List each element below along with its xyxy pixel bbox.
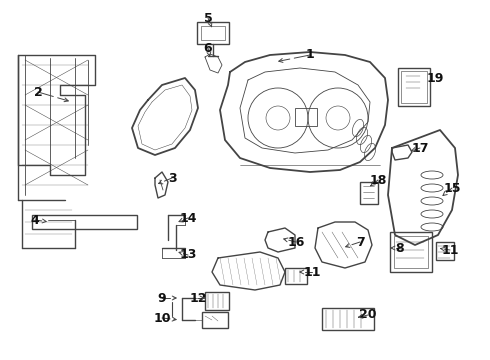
Text: 5: 5	[204, 12, 212, 24]
Bar	[32, 215, 137, 229]
Text: 11: 11	[441, 243, 459, 256]
Bar	[295, 108, 317, 126]
Bar	[202, 312, 228, 328]
Text: 7: 7	[356, 235, 365, 248]
Bar	[394, 236, 428, 268]
Text: 13: 13	[179, 248, 196, 261]
Bar	[436, 242, 454, 260]
Bar	[390, 232, 432, 272]
Text: 10: 10	[153, 311, 171, 324]
Text: 18: 18	[369, 174, 387, 186]
Text: 14: 14	[179, 211, 197, 225]
Bar	[205, 292, 229, 310]
Bar	[398, 68, 430, 106]
Text: 8: 8	[396, 242, 404, 255]
Text: 6: 6	[204, 41, 212, 54]
Bar	[285, 268, 307, 284]
Bar	[360, 182, 378, 204]
Bar	[401, 71, 427, 103]
Bar	[201, 26, 225, 40]
Text: 9: 9	[158, 292, 166, 305]
Bar	[322, 308, 374, 330]
Text: 19: 19	[426, 72, 443, 85]
Text: 11: 11	[303, 266, 321, 279]
Text: 1: 1	[306, 49, 315, 62]
Bar	[197, 22, 229, 44]
Text: 15: 15	[443, 181, 461, 194]
Text: 2: 2	[34, 85, 42, 99]
Text: 3: 3	[168, 171, 176, 184]
Text: 12: 12	[189, 292, 207, 305]
Text: 16: 16	[287, 235, 305, 248]
Text: 20: 20	[359, 309, 377, 321]
Text: 17: 17	[411, 141, 429, 154]
Text: 4: 4	[31, 213, 39, 226]
